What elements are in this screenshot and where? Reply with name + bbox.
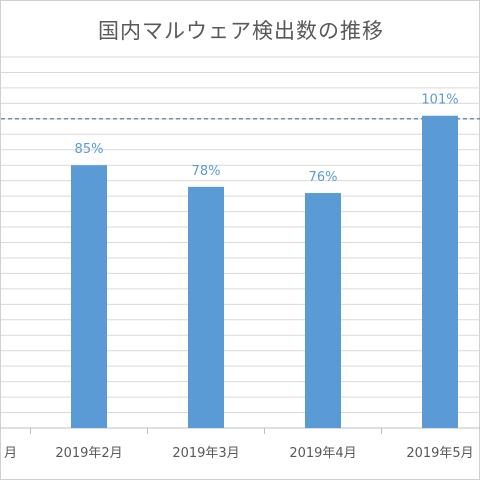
- data-label: 85%: [75, 142, 104, 157]
- chart-title: 国内マルウェア検出数の推移: [98, 19, 384, 43]
- x-tick-label: 2019年4月: [289, 446, 356, 461]
- bar: [188, 186, 224, 428]
- x-tick-label: 2019年2月: [55, 446, 122, 461]
- data-label: 101%: [421, 93, 458, 108]
- bar: [305, 193, 341, 428]
- x-tick-label: 2019年3月: [172, 446, 239, 461]
- bar: [71, 165, 107, 429]
- x-tick-label: 2019年5月: [406, 446, 473, 461]
- data-label: 76%: [309, 170, 338, 185]
- x-tick-label: 月: [4, 446, 17, 461]
- data-label: 78%: [192, 164, 221, 179]
- bar: [422, 115, 458, 428]
